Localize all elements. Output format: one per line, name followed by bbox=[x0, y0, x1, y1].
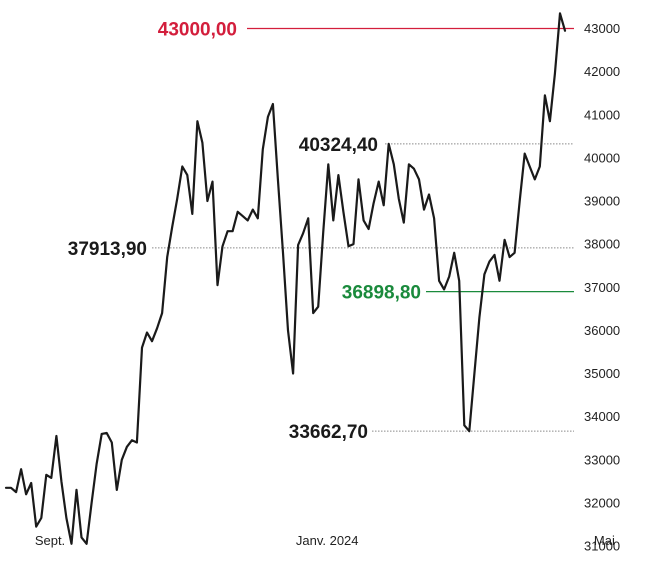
y-tick-label: 33000 bbox=[584, 452, 620, 467]
y-tick-label: 38000 bbox=[584, 237, 620, 252]
y-axis: 31000 32000 33000 34000 35000 36000 37000 38000… bbox=[584, 21, 620, 554]
x-tick-label: Sept. bbox=[35, 533, 65, 548]
reference-labels: 43000,00 40324,40 37913,90 36898,80 33662,70 bbox=[68, 20, 421, 444]
y-tick-label: 43000 bbox=[584, 21, 620, 36]
y-tick-label: 37000 bbox=[584, 280, 620, 295]
y-tick-label: 36000 bbox=[584, 323, 620, 338]
y-tick-label: 42000 bbox=[584, 64, 620, 79]
x-axis: Sept.Janv. 2024MaiSept.Janv. 2025Mai bbox=[35, 533, 615, 548]
reference-label: 37913,90 bbox=[68, 239, 147, 260]
reference-label: 36898,80 bbox=[342, 283, 421, 304]
y-tick-label: 41000 bbox=[584, 107, 620, 122]
x-tick-label: Mai bbox=[594, 533, 615, 548]
y-tick-label: 39000 bbox=[584, 194, 620, 209]
y-tick-label: 35000 bbox=[584, 366, 620, 381]
y-tick-label: 32000 bbox=[584, 495, 620, 510]
y-tick-label: 40000 bbox=[584, 150, 620, 165]
reference-label: 33662,70 bbox=[289, 422, 368, 443]
x-tick-label: Janv. 2024 bbox=[296, 533, 359, 548]
y-tick-label: 34000 bbox=[584, 409, 620, 424]
reference-label: 43000,00 bbox=[158, 20, 237, 41]
reference-label: 40324,40 bbox=[299, 135, 378, 156]
series-layer bbox=[4, 12, 567, 545]
series-line bbox=[4, 12, 567, 545]
y-tick-label: 31000 bbox=[584, 539, 620, 554]
